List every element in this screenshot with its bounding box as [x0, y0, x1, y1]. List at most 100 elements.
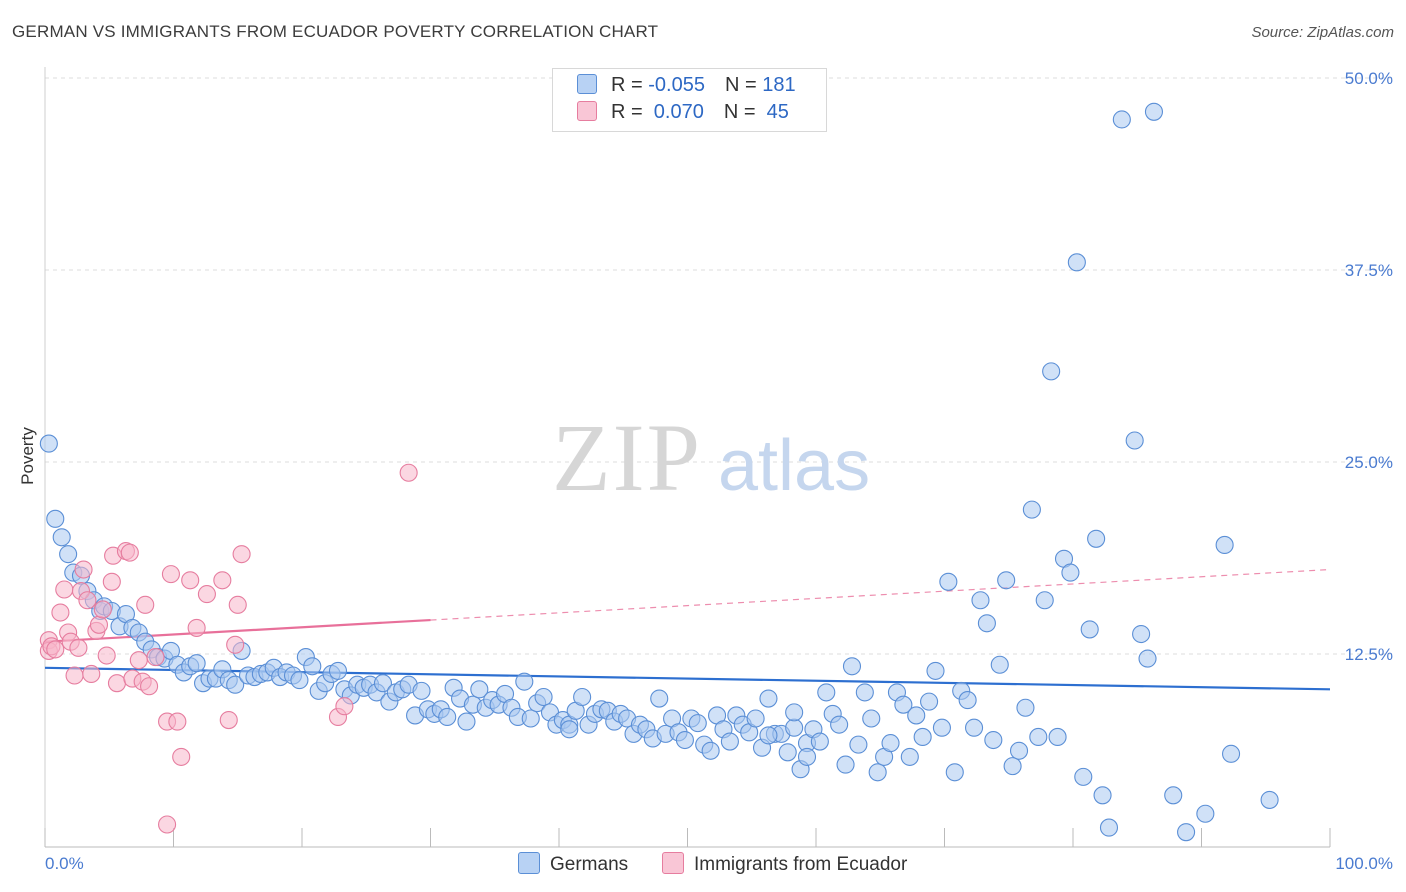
n-value: 45 — [761, 101, 789, 123]
correlation-legend: R = -0.055 N = 181 R = 0.070 N = 45 — [552, 68, 827, 132]
y-tick-label: 25.0% — [1345, 453, 1393, 472]
source-label: Source: ZipAtlas.com — [1251, 24, 1394, 41]
ecuador-point — [219, 710, 238, 730]
ecuador-point — [97, 646, 116, 665]
german-point — [59, 545, 78, 564]
german-point — [560, 720, 579, 739]
ecuador-point — [78, 591, 97, 610]
german-point — [894, 695, 913, 714]
y-tick-label: 50.0% — [1345, 69, 1393, 88]
german-point — [1035, 591, 1054, 610]
ecuador-point — [213, 571, 232, 590]
german-point — [797, 747, 817, 766]
ecuador-legend-swatch — [662, 852, 684, 874]
ecuador-point — [197, 585, 216, 604]
german-point — [932, 718, 951, 737]
german-point — [926, 661, 945, 680]
ecuador-point — [399, 463, 418, 482]
german-point — [965, 718, 984, 737]
german-point — [688, 714, 707, 733]
german-point — [720, 732, 739, 751]
german-point — [1061, 563, 1080, 582]
german-point — [759, 689, 778, 708]
ecuador-point — [129, 651, 148, 670]
german-point — [1132, 624, 1151, 644]
german-point — [881, 734, 900, 753]
german-point — [759, 726, 778, 745]
ecuador-point — [107, 674, 127, 693]
german-point — [1087, 529, 1106, 548]
german-point — [958, 691, 977, 710]
axes — [44, 67, 1331, 848]
ecuador-point — [181, 571, 200, 590]
y-axis-label: Poverty — [18, 427, 37, 485]
x-tick-label: 100.0% — [1335, 854, 1393, 873]
grid-lines — [45, 77, 1392, 655]
ecuador-point — [89, 615, 109, 634]
german-point — [778, 743, 797, 762]
german-point — [1016, 698, 1035, 717]
german-point — [1144, 102, 1164, 121]
german-point — [984, 730, 1003, 750]
germans-swatch — [577, 74, 597, 94]
ecuador-point — [140, 677, 159, 696]
german-point — [1093, 786, 1112, 805]
german-point — [785, 718, 804, 737]
german-point — [675, 730, 694, 750]
german-point — [810, 732, 829, 751]
ecuador-point — [172, 747, 191, 766]
german-point — [746, 709, 765, 728]
german-point — [1125, 431, 1144, 450]
ecuador-point — [146, 648, 165, 667]
trend-line-ecuador — [44, 618, 431, 643]
n-label: N = — [723, 101, 762, 123]
german-point — [855, 683, 874, 702]
german-point — [1074, 767, 1093, 786]
german-point — [470, 680, 489, 699]
r-label: R = — [611, 74, 649, 96]
ecuador-point — [226, 635, 245, 654]
tick-labels: 12.5% 25.0% 37.5% 50.0% 0.0% 100.0% — [45, 69, 1393, 873]
legend-item-germans: Germans — [518, 852, 628, 876]
german-point — [515, 672, 534, 691]
ecuador-point — [82, 664, 101, 684]
n-label: N = — [724, 74, 763, 96]
german-point — [52, 528, 71, 547]
german-point — [1260, 790, 1279, 809]
german-point — [849, 735, 868, 754]
ecuador-point — [136, 595, 155, 614]
german-point — [939, 572, 958, 591]
ecuador-point — [55, 580, 74, 599]
german-point — [817, 683, 836, 702]
german-point — [457, 712, 476, 731]
ecuador-point — [232, 545, 251, 564]
german-point — [290, 671, 309, 690]
german-point — [907, 706, 926, 725]
german-point — [842, 657, 862, 676]
german-point — [650, 689, 669, 708]
german-point — [830, 715, 849, 734]
german-point — [785, 703, 804, 722]
german-point — [990, 655, 1009, 674]
ecuador-point — [228, 595, 247, 614]
german-point — [1067, 253, 1086, 272]
german-point — [573, 687, 592, 707]
german-point — [900, 747, 919, 766]
ecuador-point — [120, 543, 139, 562]
german-point — [971, 591, 990, 610]
german-point — [412, 681, 431, 700]
german-point — [328, 661, 348, 680]
german-point — [1164, 786, 1183, 805]
german-point — [862, 709, 881, 728]
german-point — [303, 657, 322, 676]
ecuador-point — [187, 618, 206, 637]
ecuador-point — [74, 560, 93, 579]
ecuador-point — [158, 815, 177, 834]
german-point — [945, 763, 964, 782]
german-point — [836, 755, 855, 774]
german-point — [868, 763, 887, 782]
german-point — [1080, 620, 1099, 639]
german-point — [373, 674, 393, 693]
german-point — [1112, 110, 1131, 129]
